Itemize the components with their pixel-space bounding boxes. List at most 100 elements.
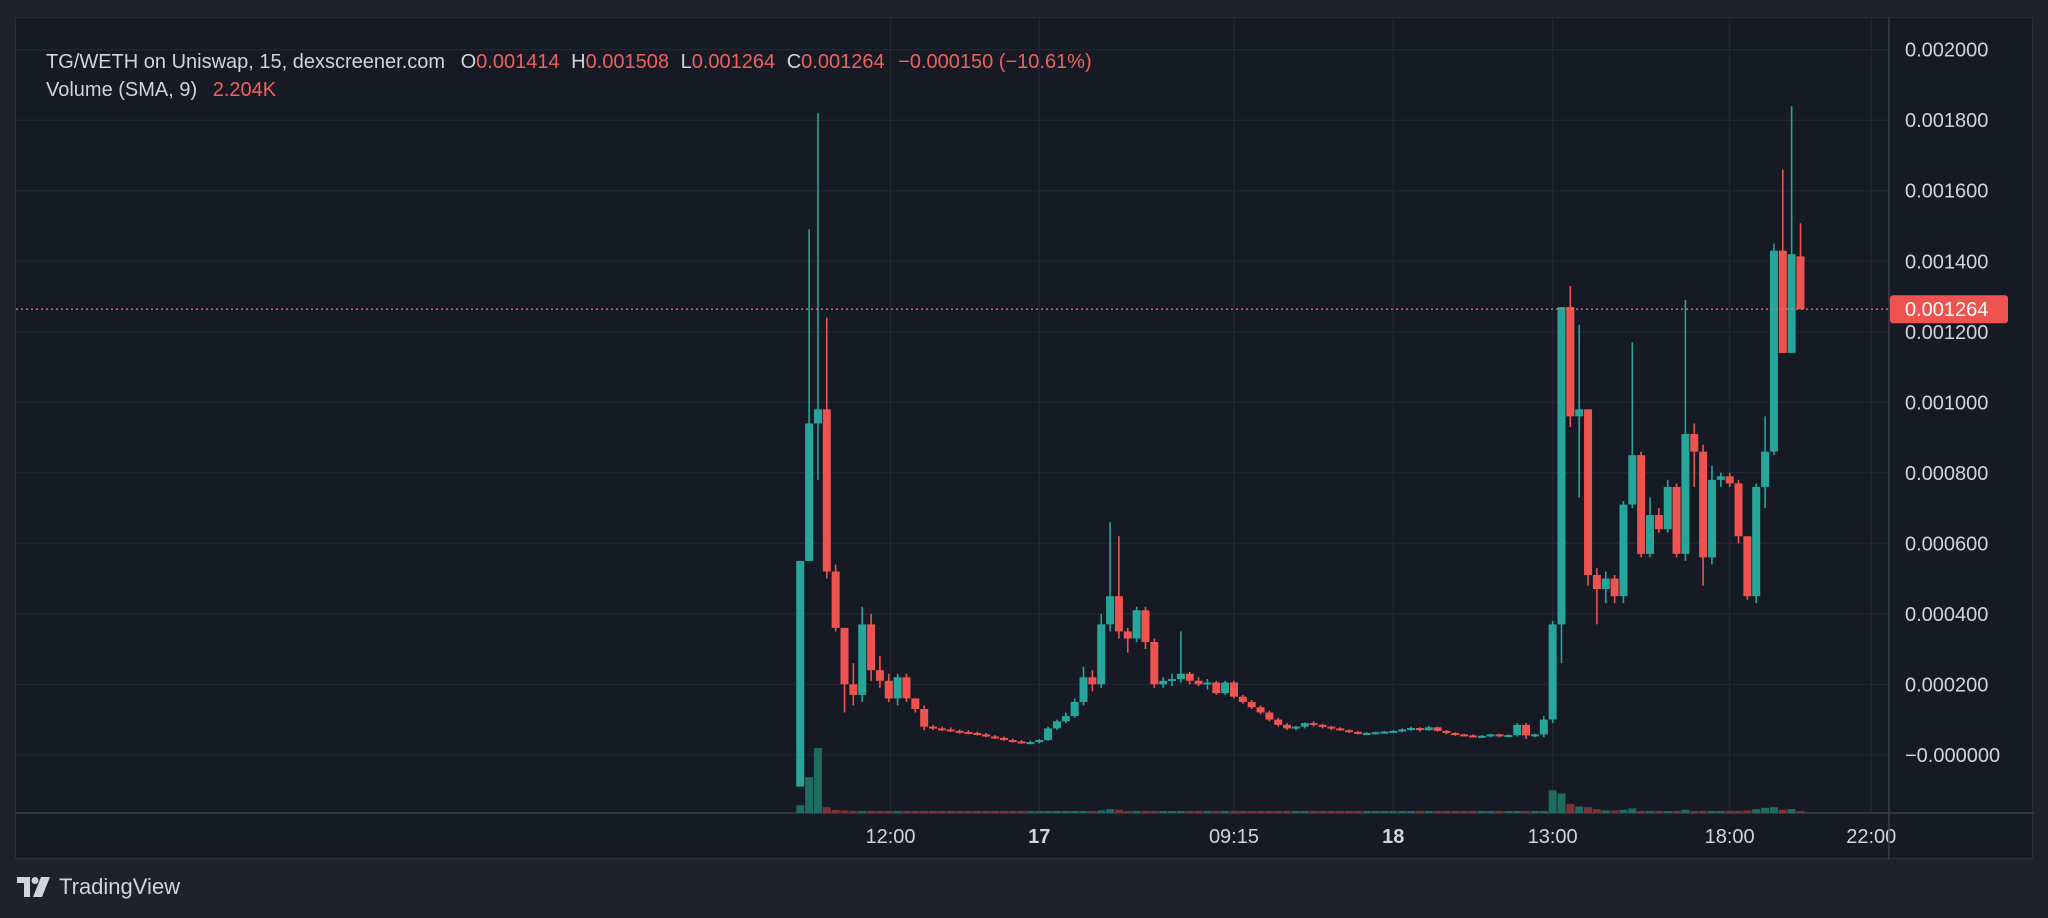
candle-body [1035, 740, 1044, 743]
candle-body [1477, 735, 1486, 738]
ohlc-line: TG/WETH on Uniswap, 15, dexscreener.com … [46, 48, 1092, 76]
candle-body [1716, 476, 1725, 480]
volume-bar [1734, 811, 1743, 813]
candle-body [858, 624, 867, 695]
candle-body [1566, 307, 1575, 417]
candle-body [1106, 596, 1115, 625]
candle-body [1522, 724, 1531, 736]
candle-body [1150, 642, 1159, 685]
volume-bar [1044, 811, 1053, 813]
volume-bar [1699, 811, 1708, 813]
candle-body [1088, 677, 1097, 685]
candle-body [1336, 728, 1345, 731]
volume-bar [990, 811, 999, 813]
volume-bar [1194, 811, 1203, 813]
volume-bar [822, 807, 831, 813]
candle-body [1778, 250, 1787, 353]
volume-bar [1168, 811, 1177, 813]
candle-body [1203, 682, 1212, 685]
y-tick-label: −0.000000 [1905, 745, 2000, 767]
candle-body [1592, 575, 1601, 590]
candle-body [982, 734, 991, 737]
volume-label: Volume (SMA, 9) [46, 79, 198, 101]
candle-body [1017, 741, 1026, 744]
candlestick-chart[interactable]: 0.002000 0.001800 0.001600 0.001400 0.001200… [16, 18, 2034, 860]
volume-bar [1442, 811, 1451, 813]
y-tick-label: 0.000600 [1905, 533, 1988, 555]
volume-bar [999, 811, 1008, 813]
close-value: 0.001264 [801, 51, 885, 73]
candle-body [1309, 723, 1318, 726]
x-tick-label: 12:00 [866, 826, 916, 848]
volume-bar [1681, 809, 1690, 813]
candle-body [849, 684, 858, 695]
candle-body [1052, 721, 1061, 729]
volume-bar [867, 811, 876, 813]
volume-bar [1460, 811, 1469, 813]
candle-body [1008, 740, 1017, 743]
candle-body [1044, 728, 1053, 741]
volume-bar [858, 811, 867, 813]
candle-body [1530, 734, 1539, 737]
volume-bar [920, 811, 929, 813]
x-tick-label: 13:00 [1528, 826, 1578, 848]
candle-body [1168, 679, 1177, 682]
volume-bar [1707, 811, 1716, 813]
volume-bar [1557, 793, 1566, 813]
volume-bar [1522, 811, 1531, 813]
volume-bar [1389, 811, 1398, 813]
volume-bar [973, 811, 982, 813]
volume-bar [911, 811, 920, 813]
volume-bar [1451, 811, 1460, 813]
tradingview-brand[interactable]: TradingView [17, 874, 180, 900]
candle-body [1159, 680, 1168, 685]
volume-bar [1247, 811, 1256, 813]
candle-body [1628, 455, 1637, 505]
volume-bar [1787, 809, 1796, 813]
candle-body [1362, 732, 1371, 735]
candle-body [1424, 727, 1433, 731]
candle-body [1389, 730, 1398, 733]
candle-body [1725, 476, 1734, 484]
candle-body [1646, 515, 1655, 554]
candle-body [902, 677, 911, 699]
y-tick-label: 0.001200 [1905, 322, 1988, 344]
volume-bar [1584, 807, 1593, 813]
candle-body [973, 732, 982, 735]
volume-bar [1097, 810, 1106, 813]
volume-bar [1283, 811, 1292, 813]
candle-body [1663, 486, 1672, 530]
candle-body [1212, 682, 1221, 694]
volume-bar [1610, 810, 1619, 813]
volume-bar [982, 811, 991, 813]
low-label: L [680, 51, 692, 73]
y-tick-label: 0.001000 [1905, 392, 1988, 414]
volume-bar [1415, 811, 1424, 813]
low-value: 0.001264 [691, 51, 776, 73]
candle-body [1061, 716, 1070, 722]
candle-body [920, 708, 929, 727]
candle-body [1610, 578, 1619, 597]
candle-body [1371, 732, 1380, 735]
candle-body [964, 731, 973, 734]
volume-bar [1061, 811, 1070, 813]
volume-bar [1318, 811, 1327, 813]
volume-bar [1132, 811, 1141, 813]
volume-bar [1327, 811, 1336, 813]
candle-body [1398, 729, 1407, 732]
candle-body [1495, 734, 1504, 737]
candle-body [1601, 578, 1610, 590]
volume-bar [1123, 811, 1132, 813]
volume-bar [1769, 807, 1778, 813]
candle-body [1460, 734, 1469, 737]
volume-bar [1566, 803, 1575, 813]
chart-panel[interactable]: 0.002000 0.001800 0.001600 0.001400 0.001200… [15, 17, 2034, 860]
volume-bar [1088, 811, 1097, 813]
volume-bar [929, 811, 938, 813]
candle-body [1185, 673, 1194, 681]
volume-bar [796, 805, 805, 813]
tradingview-logo-icon [17, 877, 50, 897]
candle-body [1380, 731, 1389, 734]
volume-bar [1398, 811, 1407, 813]
close-label: C [786, 51, 802, 73]
